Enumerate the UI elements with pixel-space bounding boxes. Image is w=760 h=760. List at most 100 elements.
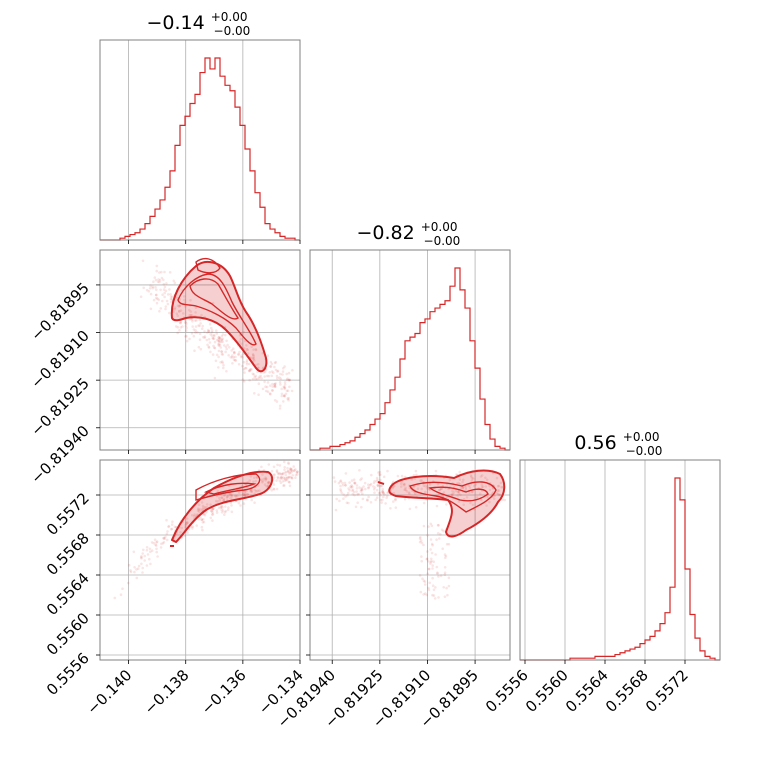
sample-point [403, 475, 407, 479]
sample-point [283, 385, 286, 389]
sample-point [285, 389, 289, 393]
sample-point [253, 375, 256, 379]
sample-point [207, 345, 210, 349]
sample-point [141, 259, 145, 263]
sample-point [355, 490, 358, 493]
sample-point [430, 559, 433, 563]
sample-point [351, 488, 355, 492]
sample-point [171, 295, 174, 299]
sample-point [241, 364, 244, 368]
sample-point [185, 339, 189, 343]
sample-point [273, 385, 277, 388]
sample-point [462, 478, 465, 482]
sample-point [339, 480, 342, 483]
sample-point [150, 549, 154, 552]
sample-point [427, 588, 431, 592]
sample-point [392, 500, 395, 503]
sample-point [288, 378, 292, 382]
sample-point [249, 490, 252, 493]
sample-point [209, 509, 213, 513]
sample-point [212, 334, 216, 338]
sample-point [416, 487, 420, 491]
sample-point [252, 358, 255, 361]
sample-point [272, 465, 276, 469]
sample-point [121, 587, 124, 590]
sample-point [176, 331, 179, 335]
sample-point [224, 345, 228, 349]
sample-point [208, 341, 212, 344]
sample-point [197, 324, 200, 327]
sample-point [252, 353, 255, 357]
sample-point [366, 499, 369, 502]
sample-point [286, 470, 290, 473]
sample-point [162, 278, 165, 282]
sample-point [242, 360, 246, 364]
sample-point [222, 363, 225, 367]
sample-point [421, 577, 424, 580]
sample-point [279, 372, 282, 376]
sample-point [440, 487, 443, 491]
sample-point [151, 285, 154, 289]
sample-point [272, 371, 275, 375]
sample-point [140, 557, 143, 560]
sample-point [205, 506, 209, 509]
sample-point [145, 288, 149, 292]
sample-point [225, 347, 228, 351]
sample-point [488, 500, 491, 504]
sample-point [159, 307, 163, 310]
sample-point [184, 523, 187, 527]
sample-point [229, 501, 233, 505]
sample-point [257, 393, 260, 397]
sample-point [141, 566, 144, 570]
sample-point [246, 352, 250, 355]
sample-point [400, 474, 404, 478]
sample-point [212, 344, 215, 348]
sample-point [207, 330, 210, 333]
sample-point [234, 359, 238, 362]
sample-point [220, 508, 223, 512]
sample-point [227, 484, 231, 488]
sample-point [450, 493, 453, 496]
sample-point [276, 369, 280, 373]
sample-point [231, 354, 234, 357]
sample-point [254, 377, 257, 381]
sample-point [437, 488, 441, 492]
sample-point [220, 350, 223, 354]
sample-point [215, 509, 219, 512]
sample-point [373, 479, 376, 483]
sample-point [404, 488, 407, 492]
sample-point [283, 477, 286, 481]
sample-point [386, 494, 389, 498]
sample-point [422, 579, 426, 582]
sample-point [195, 319, 198, 322]
sample-point [432, 560, 436, 563]
sample-point [358, 486, 361, 489]
sample-point [410, 478, 414, 481]
sample-point [428, 483, 432, 486]
sample-point [154, 293, 158, 297]
sample-point [173, 281, 177, 285]
sample-point [237, 501, 241, 505]
sample-point [379, 493, 382, 497]
sample-point [282, 367, 285, 370]
sample-point [263, 380, 266, 384]
sample-point [430, 557, 433, 561]
sample-point [191, 320, 194, 323]
sample-point [220, 352, 224, 356]
sample-point [165, 299, 169, 303]
sample-point [244, 366, 247, 370]
sample-point [274, 385, 277, 389]
sample-point [206, 343, 209, 347]
sample-point [245, 344, 248, 347]
sample-point [437, 596, 440, 599]
sample-point [444, 556, 447, 559]
sample-point [402, 482, 406, 486]
sample-point [194, 306, 198, 310]
sample-point [282, 394, 286, 397]
sample-point [132, 550, 136, 554]
sample-point [422, 484, 426, 488]
sample-point [233, 494, 237, 498]
sample-point [276, 463, 279, 467]
sample-point [423, 580, 427, 583]
sample-point [457, 481, 461, 485]
